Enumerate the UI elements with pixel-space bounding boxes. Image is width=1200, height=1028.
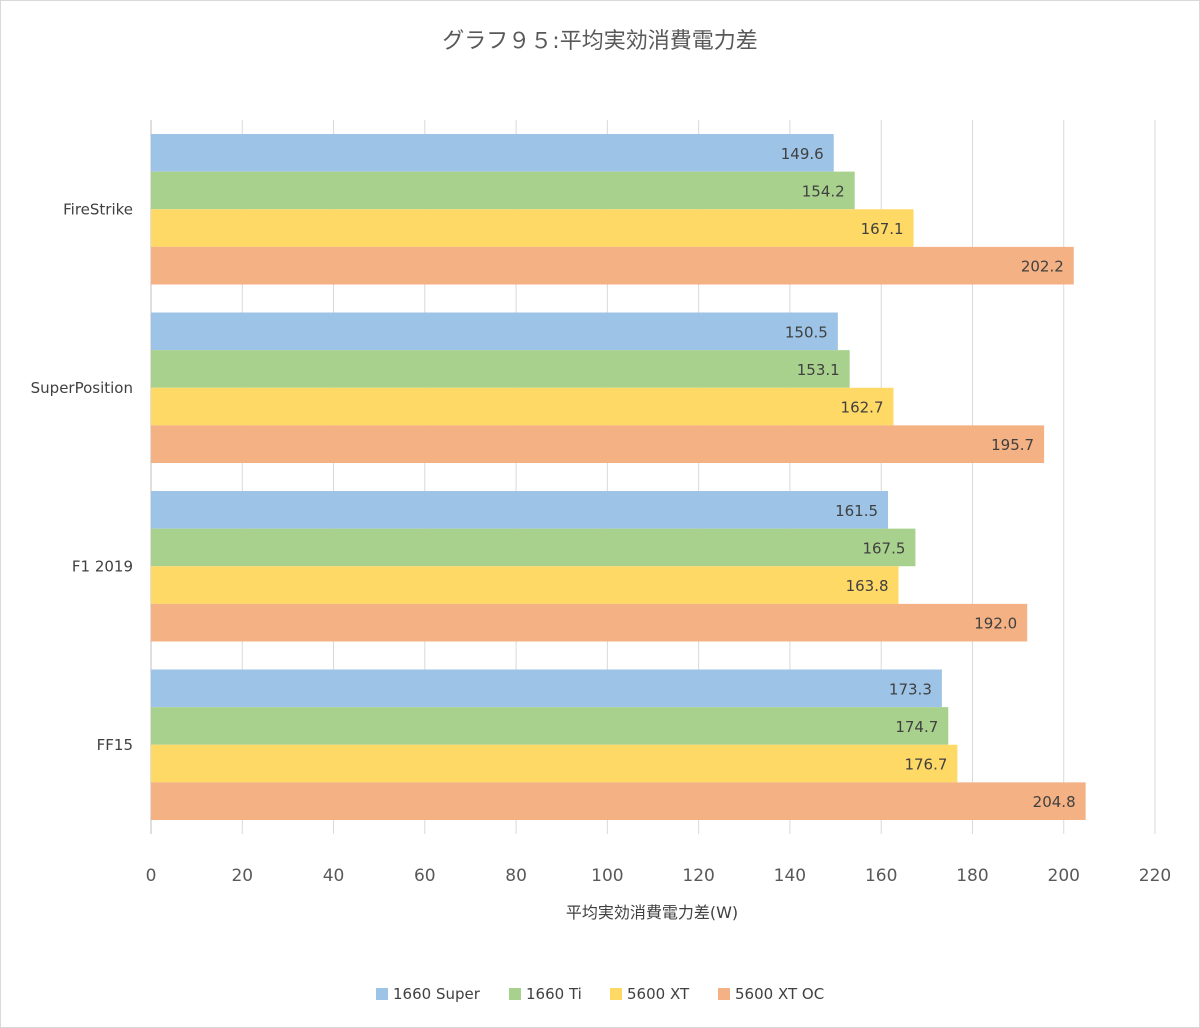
x-tick-label: 60 bbox=[414, 866, 436, 886]
data-label: 150.5 bbox=[785, 323, 828, 341]
bar bbox=[151, 134, 834, 172]
bar bbox=[151, 491, 889, 529]
bar bbox=[151, 350, 850, 388]
legend-label: 1660 Super bbox=[393, 985, 481, 1003]
bar bbox=[151, 171, 855, 210]
bar bbox=[151, 312, 838, 351]
data-label: 176.7 bbox=[904, 756, 947, 774]
data-label: 204.8 bbox=[1033, 793, 1076, 811]
legend-swatch bbox=[610, 988, 622, 1000]
category-label: FF15 bbox=[97, 736, 133, 754]
bar bbox=[151, 707, 949, 745]
data-label: 162.7 bbox=[841, 399, 884, 417]
data-label: 202.2 bbox=[1021, 258, 1064, 276]
legend-swatch bbox=[376, 988, 388, 1000]
category-label: SuperPosition bbox=[31, 379, 133, 397]
x-axis-title: 平均実効消費電力差(W) bbox=[566, 903, 738, 922]
data-label: 192.0 bbox=[974, 615, 1017, 633]
legend-swatch bbox=[509, 988, 521, 1000]
x-tick-label: 160 bbox=[865, 866, 897, 886]
bar bbox=[151, 425, 1045, 463]
legend-label: 5600 XT bbox=[627, 985, 690, 1003]
x-tick-label: 0 bbox=[146, 866, 157, 886]
bar bbox=[151, 387, 894, 426]
data-labels: 149.6 154.2 167.1 202.2 150.5 153.1 162.7 195.7… bbox=[781, 145, 1076, 811]
x-tick-label: 140 bbox=[774, 866, 806, 886]
x-tick-label: 200 bbox=[1048, 866, 1080, 886]
x-tick-label: 80 bbox=[505, 866, 527, 886]
x-tick-label: 180 bbox=[956, 866, 988, 886]
x-tick-labels: 0 20 40 60 80 100 120 140 160 180 200 220 bbox=[146, 866, 1172, 886]
data-label: 149.6 bbox=[781, 145, 824, 163]
bar bbox=[151, 209, 914, 247]
bar bbox=[151, 669, 942, 708]
x-tick-label: 120 bbox=[682, 866, 714, 886]
legend-label: 5600 XT OC bbox=[735, 985, 824, 1003]
x-tick-label: 100 bbox=[591, 866, 623, 886]
category-labels: FireStrike SuperPosition F1 2019 FF15 bbox=[31, 200, 133, 754]
data-label: 167.5 bbox=[862, 539, 905, 557]
category-label: FireStrike bbox=[63, 200, 133, 218]
x-tick-label: 40 bbox=[323, 866, 345, 886]
bar bbox=[151, 744, 958, 783]
legend-label: 1660 Ti bbox=[526, 985, 582, 1003]
bar bbox=[151, 782, 1086, 820]
data-label: 163.8 bbox=[846, 577, 889, 595]
data-label: 167.1 bbox=[861, 220, 904, 238]
chart-title: グラフ９５:平均実効消費電力差 bbox=[442, 29, 757, 54]
bar bbox=[151, 528, 916, 567]
data-label: 161.5 bbox=[835, 502, 878, 520]
data-label: 154.2 bbox=[802, 182, 845, 200]
data-label: 195.7 bbox=[991, 436, 1034, 454]
x-tick-label: 220 bbox=[1139, 866, 1171, 886]
data-label: 153.1 bbox=[797, 361, 840, 379]
bar bbox=[151, 566, 899, 604]
bar bbox=[151, 603, 1028, 642]
x-tick-label: 20 bbox=[231, 866, 253, 886]
legend: 1660 Super 1660 Ti 5600 XT 5600 XT OC bbox=[376, 985, 824, 1003]
data-label: 173.3 bbox=[889, 680, 932, 698]
bars bbox=[151, 134, 1086, 820]
legend-swatch bbox=[718, 988, 730, 1000]
data-label: 174.7 bbox=[895, 718, 938, 736]
category-label: F1 2019 bbox=[72, 557, 133, 575]
bar bbox=[151, 246, 1074, 285]
